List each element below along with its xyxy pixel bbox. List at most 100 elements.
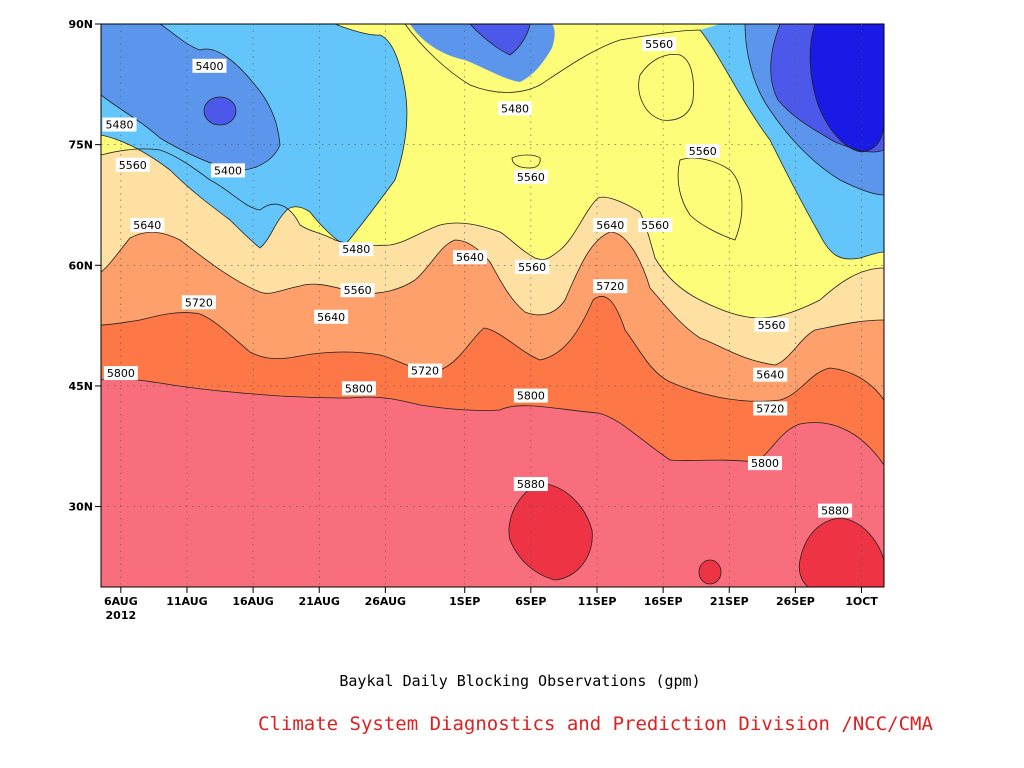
contour-label-bg [513,388,548,403]
contour-label-text: 5720 [756,402,784,415]
contour-label-5640: 5640 [593,218,628,233]
x-tick-label: 6SEP [515,595,546,608]
contour-label-5640: 5640 [753,367,788,382]
contour-label-text: 5800 [517,390,545,403]
x-year-label: 2012 [106,609,137,622]
gridlines [101,24,884,587]
x-tick-label: 21AUG [299,595,340,608]
plot-frame [100,23,885,588]
contour-label-5560: 5560 [642,37,677,52]
contour-label-5480: 5480 [339,242,374,257]
contour-label-bg [341,381,376,396]
contour-labels: 5400 5400 5480 5480 5480 5560 5560 5560 5560 5560… [102,37,853,518]
contour-label-text: 5560 [758,319,786,332]
contour-label-bg [593,218,628,233]
contour-label-bg [340,283,375,298]
contour-label-bg [192,58,227,73]
y-tick-label: 75N [68,139,93,152]
contour-label-bg [747,456,782,471]
contour-label-5640: 5640 [130,218,165,233]
contour-label-bg [181,295,216,310]
contour-label-bg [453,250,488,265]
contour-label-text: 5560 [517,171,545,184]
contour-label-text: 5800 [751,457,779,470]
contour-label-5880: 5880 [818,503,853,518]
x-tick-label: 11AUG [166,595,207,608]
y-axis: 30N 45N 60N 75N 90N [68,18,101,514]
region-north-center-deep [470,24,530,55]
contour-label-text: 5880 [517,478,545,491]
contour-label-text: 5480 [342,243,370,256]
x-tick-label: 26AUG [365,595,406,608]
contour-label-text: 5640 [317,311,345,324]
contour-label-5560: 5560 [340,283,375,298]
contour-label-5880: 5880 [513,477,548,492]
contour-label-text: 5560 [645,38,673,51]
contour-label-5560: 5560 [685,144,720,159]
contour-label-5720: 5720 [753,401,788,416]
contour-label-text: 5800 [107,367,135,380]
contour-label-bg [408,363,443,378]
contour-label-text: 5560 [119,159,147,172]
contour-label-5800: 5800 [747,456,782,471]
chart-caption: Baykal Daily Blocking Observations (gpm) [339,672,701,690]
contour-label-text: 5800 [345,382,373,395]
contour-label-5480: 5480 [102,117,137,132]
contour-label-bg [642,37,677,52]
contour-label-5720: 5720 [181,295,216,310]
contour-label-5560: 5560 [513,169,548,184]
x-tick-label: 16AUG [232,595,273,608]
contour-label-5640: 5640 [453,250,488,265]
contour-label-bg [102,117,137,132]
x-tick-label: 21SEP [710,595,749,608]
contour-label-bg [753,401,788,416]
x-tick-label: 26SEP [776,595,815,608]
contour-label-text: 5400 [214,164,242,177]
contour-label-bg [210,163,245,178]
contour-label-5560: 5560 [754,317,789,332]
contour-label-bg [513,169,548,184]
y-tick-label: 45N [68,380,93,393]
x-tick-label: 1SEP [449,595,480,608]
contour-label-bg [638,218,673,233]
contour-label-text: 5720 [596,280,624,293]
contour-label-5480: 5480 [497,101,532,116]
contour-label-text: 5640 [596,219,624,232]
contour-label-bg [754,317,789,332]
contour-label-5800: 5800 [341,381,376,396]
x-tick-label: 11SEP [578,595,617,608]
region-5880-south-east [799,518,884,587]
contour-label-5560: 5560 [638,218,673,233]
contour-label-bg [515,259,550,274]
contour-label-text: 5480 [106,119,134,132]
contour-label-bg [130,218,165,233]
contour-label-bg [593,279,628,294]
contour-fills [101,24,884,587]
contour-chart: 30N 45N 60N 75N 90N 6AUG 11AUG 16AUG 21AUG 26AUG… [68,18,885,622]
region-5880-south-center [508,483,593,580]
region-east-deepest [810,24,884,152]
contour-label-bg [685,144,720,159]
contour-label-5400: 5400 [210,163,245,178]
contour-label-text: 5640 [756,369,784,382]
contour-label-bg [513,477,548,492]
region-small-low [204,97,236,125]
contour-label-text: 5880 [821,505,849,518]
contour-label-bg [818,503,853,518]
contour-label-5800: 5800 [103,366,138,381]
credit-line: Climate System Diagnostics and Predictio… [258,713,933,735]
x-tick-label: 16SEP [644,595,683,608]
contour-label-5720: 5720 [408,363,443,378]
contour-label-5400: 5400 [192,58,227,73]
contour-label-5800: 5800 [513,388,548,403]
contour-label-text: 5560 [641,219,669,232]
contour-label-text: 5640 [133,219,161,232]
x-axis: 6AUG 11AUG 16AUG 21AUG 26AUG 1SEP 6SEP 11SEP 16S… [104,587,878,622]
contour-label-text: 5640 [456,251,484,264]
y-tick-label: 90N [68,18,93,31]
contour-label-text: 5720 [411,365,439,378]
contour-label-5560: 5560 [115,157,150,172]
contour-label-bg [115,157,150,172]
contour-label-text: 5560 [689,145,717,158]
contour-label-bg [753,367,788,382]
